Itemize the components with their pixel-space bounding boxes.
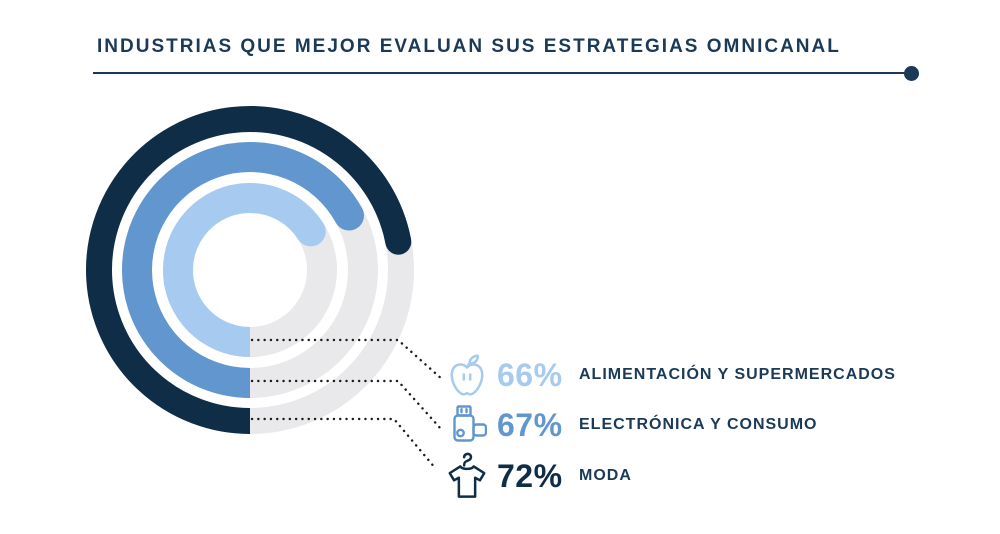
usb-drive-icon: [453, 405, 487, 442]
title-underline: [93, 72, 906, 74]
title-underline-dot: [904, 66, 919, 81]
legend-item-electronica: 67% ELECTRÓNICA Y CONSUMO: [444, 402, 818, 448]
percent-value: 67%: [497, 406, 563, 443]
ring-arc-endcap-inner: [295, 216, 326, 247]
tshirt-icon-box: [444, 451, 490, 501]
ring-arc-endcap-middle: [334, 200, 365, 231]
ring-arc-outer: [86, 106, 412, 434]
apple-icon: [450, 354, 484, 396]
ring-arc-endcap-outer: [385, 228, 412, 255]
legend-label: MODA: [579, 467, 632, 484]
page-title: INDUSTRIAS QUE MEJOR EVALUAN SUS ESTRATE…: [97, 36, 841, 57]
legend-item-alimentacion: 66% ALIMENTACIÓN Y SUPERMERCADOS: [444, 352, 896, 398]
leader-line-inner: [250, 338, 445, 382]
ring-arc-inner: [163, 183, 324, 357]
legend-item-moda: 72% MODA: [444, 450, 632, 502]
legend-label: ALIMENTACIÓN Y SUPERMERCADOS: [579, 366, 896, 383]
percent-value: 72%: [497, 457, 563, 494]
tshirt-hanger-icon: [448, 452, 486, 498]
ring-arc-middle: [122, 142, 363, 398]
legend-label: ELECTRÓNICA Y CONSUMO: [579, 416, 818, 433]
percent-value: 66%: [497, 356, 563, 393]
apple-icon-box: [444, 354, 490, 397]
usb-icon-box: [444, 405, 490, 445]
leader-line-middle: [250, 379, 443, 431]
